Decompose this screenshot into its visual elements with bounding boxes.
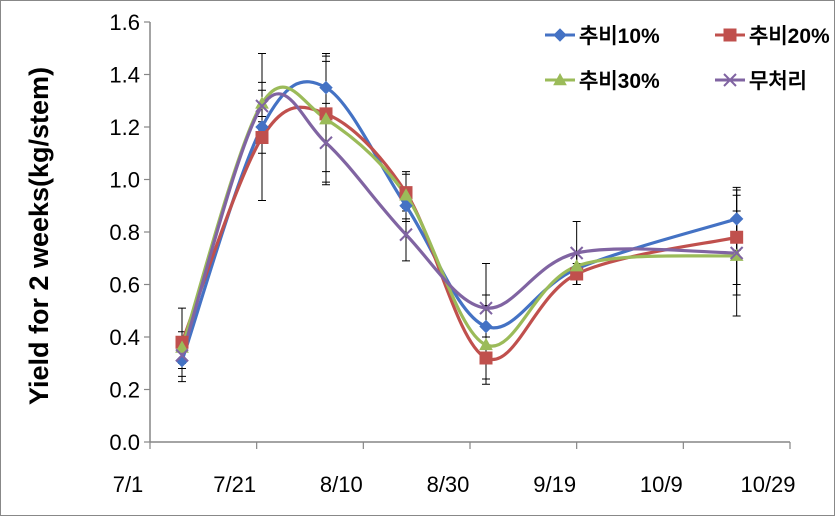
y-axis-title-group: Yield for 2 weeks(kg/stem) xyxy=(24,67,54,405)
legend-item-4: 무처리 xyxy=(715,70,807,93)
series-4-marker xyxy=(175,348,189,363)
series-4-marker xyxy=(399,227,413,242)
y-axis-title: Yield for 2 weeks(kg/stem) xyxy=(24,67,54,405)
series-3-marker xyxy=(569,259,584,272)
series-markers xyxy=(175,80,744,368)
x-tick-label: 9/19 xyxy=(533,472,576,497)
legend-item-4-label: 무처리 xyxy=(749,70,807,93)
y-tick-label: 0.4 xyxy=(109,325,140,350)
series-3-marker xyxy=(399,188,413,201)
legend-item-1-label: 추비10% xyxy=(579,25,660,48)
y-tick-label: 1.2 xyxy=(109,115,140,140)
y-tick-label: 1.6 xyxy=(109,10,140,35)
x-tick-labels: 7/1 7/21 8/10 8/30 9/19 10/9 10/29 xyxy=(113,472,796,497)
legend-item-3-marker xyxy=(553,72,567,86)
y-tick-label: 1.4 xyxy=(109,63,140,88)
series-2-marker xyxy=(730,230,744,244)
series-1-marker xyxy=(319,80,333,95)
x-tick-label: 7/21 xyxy=(213,472,256,497)
y-tick-label: 0.0 xyxy=(109,430,140,455)
series-4-marker xyxy=(729,246,744,260)
x-tick-label: 10/29 xyxy=(740,472,795,497)
legend-item-2-marker xyxy=(723,28,737,42)
legend-item-3: 추비30% xyxy=(545,70,660,93)
y-tick-labels: 0.0 0.2 0.4 0.6 0.8 1.0 1.2 1.4 1.6 xyxy=(109,10,140,455)
legend-item-1-marker xyxy=(553,28,567,42)
series-1-marker xyxy=(729,212,744,226)
series-4-marker xyxy=(569,246,584,260)
y-tick-label: 0.8 xyxy=(109,220,140,245)
legend-item-2-label: 추비20% xyxy=(749,25,830,48)
x-tick-label: 8/10 xyxy=(320,472,363,497)
series-4-marker xyxy=(255,99,269,113)
legend-item-4-marker xyxy=(723,73,737,87)
y-tick-label: 0.2 xyxy=(109,378,140,403)
series-4-marker xyxy=(479,301,493,315)
legend-item-2: 추비20% xyxy=(715,25,830,48)
axes xyxy=(144,21,791,449)
series-3-marker xyxy=(175,340,189,353)
series-3-marker xyxy=(479,337,493,351)
series-1-marker xyxy=(399,199,413,213)
legend: 추비10% 추비20% 추비30% 무처리 xyxy=(545,25,830,93)
series-4-marker xyxy=(319,136,333,150)
legend-item-3-label: 추비30% xyxy=(579,70,660,93)
series-3-marker xyxy=(319,112,333,125)
y-tick-label: 1.0 xyxy=(109,168,140,193)
legend-item-1: 추비10% xyxy=(545,25,660,48)
y-tick-label: 0.6 xyxy=(109,273,140,298)
series-1-marker xyxy=(479,319,493,334)
x-tick-label: 10/9 xyxy=(640,472,683,497)
series-2-marker xyxy=(479,351,493,365)
series-2-marker xyxy=(255,131,269,144)
x-tick-label: 7/1 xyxy=(113,472,144,497)
x-tick-label: 8/30 xyxy=(427,472,470,497)
